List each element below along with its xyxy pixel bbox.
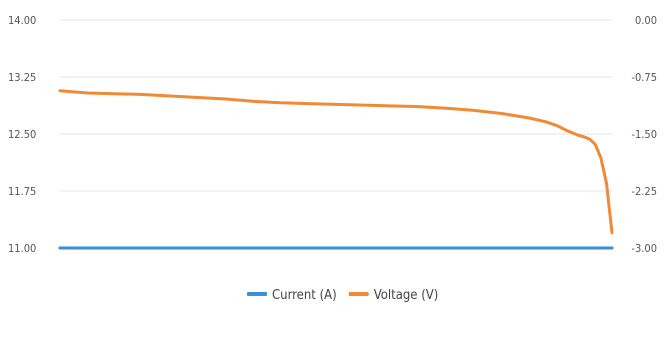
left-axis-ticks: 14.00 13.25 12.50 11.75 11.00 [8,14,36,255]
left-tick-label: 13.25 [8,71,36,84]
left-tick-label: 11.75 [8,185,36,198]
right-tick-label: -3.00 [631,242,657,255]
left-tick-label: 11.00 [8,242,36,255]
right-tick-label: -2.25 [631,185,657,198]
current-a-legend-label: Current (A) [272,288,337,303]
left-tick-label: 14.00 [8,14,36,27]
voltage-v-line [58,89,614,235]
right-axis-ticks: 0.00 -0.75 -1.50 -2.25 -3.00 [631,14,657,255]
voltage-v-legend-label: Voltage (V) [374,288,439,303]
voltage-v-legend-swatch [348,292,369,296]
right-tick-label: -0.75 [631,71,657,84]
right-tick-label: -1.50 [631,128,657,141]
legend: Current (A) Voltage (V) [247,288,438,303]
left-tick-label: 12.50 [8,128,36,141]
right-tick-label: 0.00 [635,14,657,27]
series-lines [58,89,614,250]
current-a-legend-swatch [247,292,267,296]
gridlines [60,19,612,249]
